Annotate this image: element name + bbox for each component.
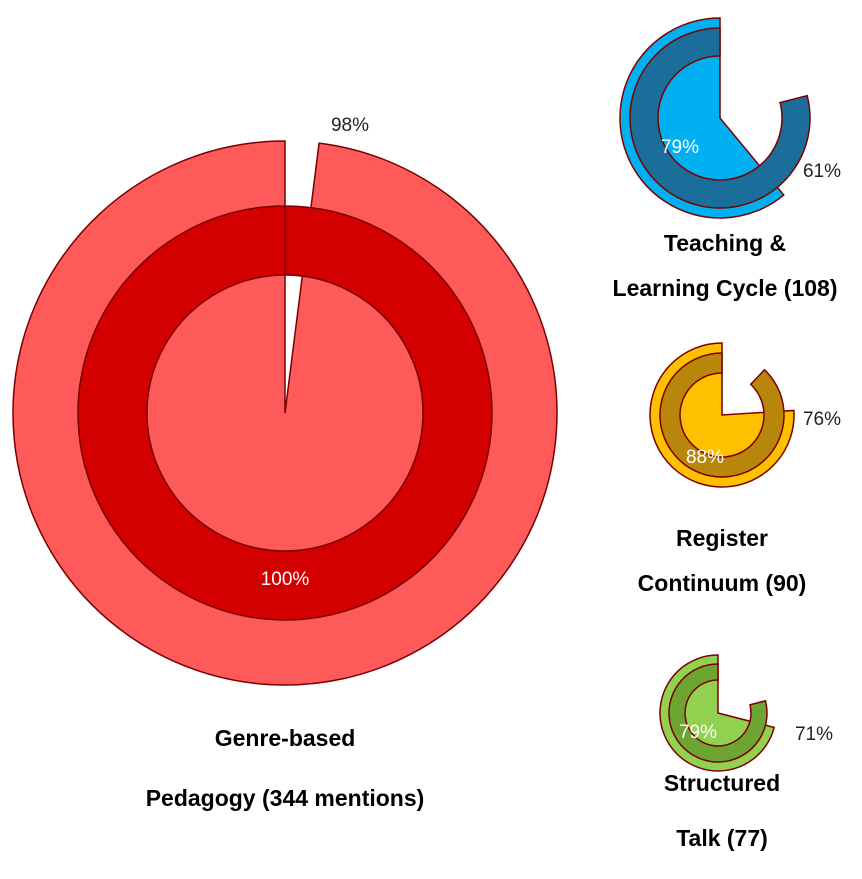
- inner-value-label: 100%: [261, 569, 310, 590]
- chart-title: Learning Cycle (108): [613, 275, 838, 301]
- chart-title: Continuum (90): [638, 570, 807, 596]
- chart-title: Structured: [664, 770, 780, 796]
- inner-ring: [629, 27, 811, 209]
- outer-value-label: 61%: [803, 161, 841, 182]
- inner-value-label: 88%: [686, 447, 724, 468]
- inner-ring: [659, 352, 785, 478]
- inner-value-label: 79%: [661, 137, 699, 158]
- chart-title: Pedagogy (344 mentions): [146, 785, 425, 811]
- inner-value-label: 79%: [679, 722, 717, 743]
- chart-title: Talk (77): [676, 825, 768, 851]
- outer-value-label: 76%: [803, 409, 841, 430]
- inner-ring: [77, 205, 493, 621]
- chart-title: Teaching &: [664, 230, 786, 256]
- inner-ring: [668, 663, 768, 763]
- outer-value-label: 71%: [795, 724, 833, 745]
- chart-title: Genre-based: [215, 725, 356, 751]
- chart-title: Register: [676, 525, 768, 551]
- outer-value-label: 98%: [331, 115, 369, 136]
